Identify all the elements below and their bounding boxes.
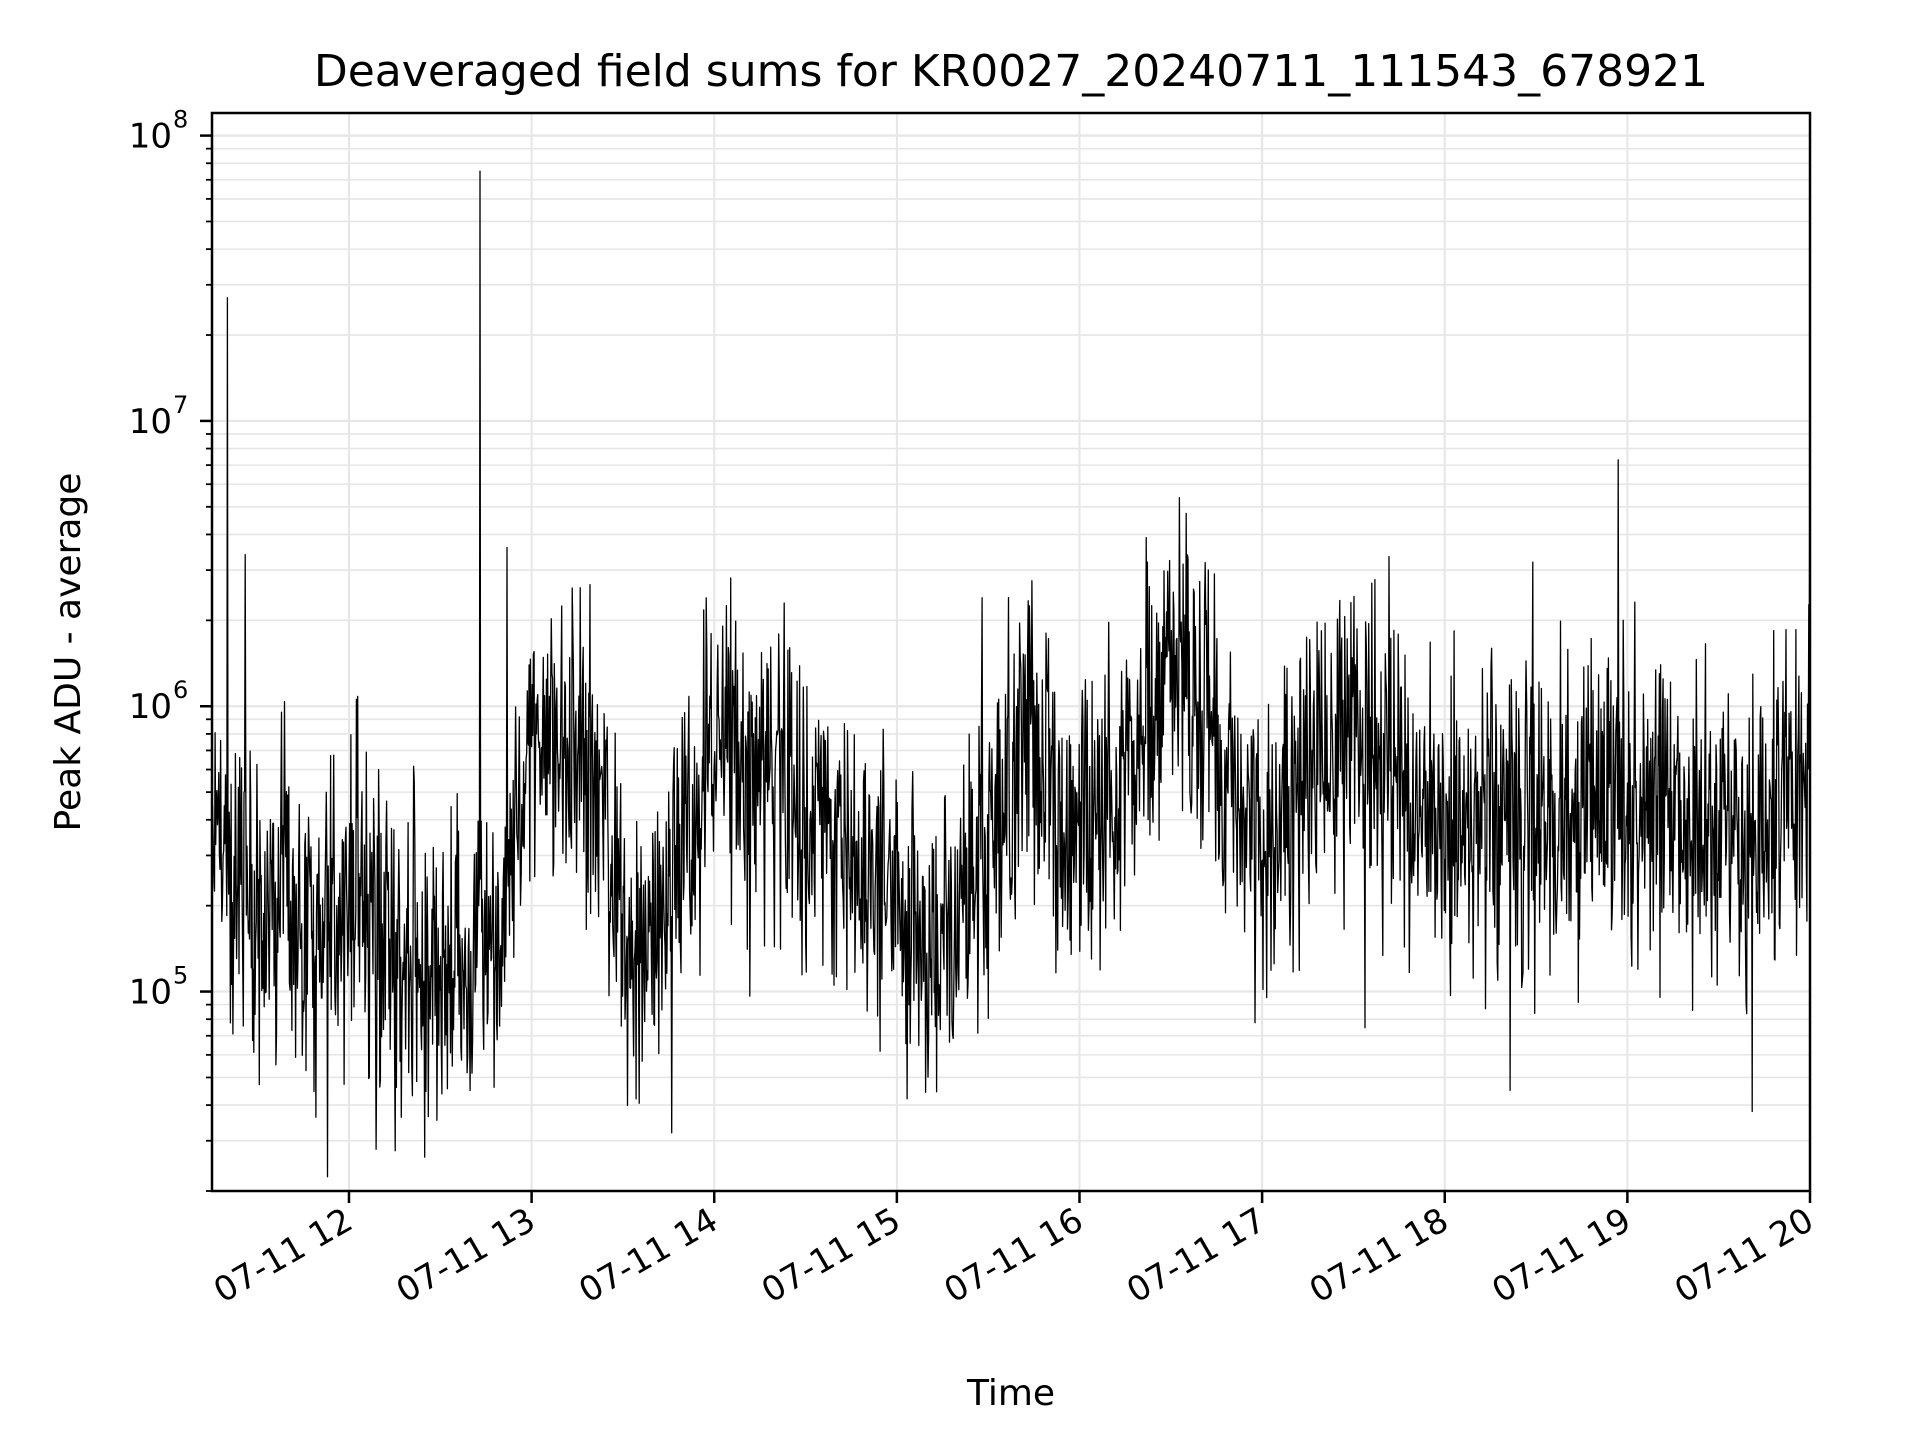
x-axis-label: Time xyxy=(966,1373,1055,1414)
y-axis-label: Peak ADU - average xyxy=(48,473,89,832)
y-tick-label-exponent: 8 xyxy=(173,106,188,134)
plot-frame xyxy=(210,111,1812,1193)
y-tick-label-base: 10 xyxy=(129,402,172,442)
y-tick-label-base: 10 xyxy=(129,687,172,727)
y-tick-label-exponent: 6 xyxy=(173,676,188,704)
y-tick-label-exponent: 7 xyxy=(173,391,188,419)
chart-title: Deaveraged field sums for KR0027_2024071… xyxy=(314,46,1708,97)
y-tick-label-base: 10 xyxy=(129,117,172,157)
y-tick-label-base: 10 xyxy=(129,973,172,1013)
series-line-group xyxy=(211,170,1811,1178)
series-line xyxy=(211,170,1811,1178)
y-tick-label-exponent: 5 xyxy=(173,962,188,990)
